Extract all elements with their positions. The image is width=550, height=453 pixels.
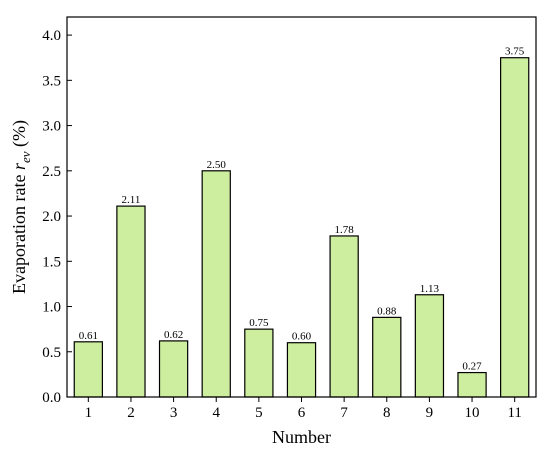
data-label-3: 0.62	[164, 329, 183, 341]
y-tick-label-3.5: 3.5	[42, 73, 61, 89]
bar-8	[372, 316, 402, 398]
data-label-7: 1.78	[335, 224, 355, 236]
y-axis-title-symbol: r	[9, 162, 29, 170]
bar-9	[414, 294, 445, 398]
x-tick-label-11: 11	[507, 405, 521, 421]
x-tick-label-9: 9	[426, 405, 434, 421]
x-tick-label-3: 3	[170, 405, 178, 421]
bar-7	[329, 235, 359, 398]
x-tick-label-2: 2	[127, 405, 135, 421]
bar-10	[457, 371, 487, 398]
bar-4	[201, 170, 231, 398]
y-tick-label-4.0: 4.0	[42, 28, 61, 44]
x-tick-label-6: 6	[298, 405, 306, 421]
x-axis-title: Number	[272, 427, 331, 447]
y-axis-title-subscript: ev	[18, 151, 33, 163]
y-tick-label-1.5: 1.5	[42, 254, 61, 270]
data-label-9: 1.13	[420, 283, 440, 295]
bars-group	[73, 57, 530, 398]
bar-1	[73, 341, 103, 398]
y-tick-label-0.0: 0.0	[42, 390, 61, 406]
y-tick-label-2.5: 2.5	[42, 164, 61, 180]
data-label-2: 2.11	[122, 194, 141, 206]
bar-3	[158, 340, 189, 398]
x-tick-label-7: 7	[340, 405, 348, 421]
x-tick-label-1: 1	[85, 405, 93, 421]
data-label-5: 0.75	[249, 317, 269, 329]
data-label-10: 0.27	[462, 361, 482, 373]
x-tick-label-10: 10	[465, 405, 480, 421]
bar-6	[286, 342, 317, 398]
y-tick-label-1.0: 1.0	[42, 300, 61, 316]
bar-11	[500, 57, 530, 398]
x-axis-ticks: 1 2 3 4 5 6 7 8 9 10 11	[85, 397, 522, 421]
x-tick-label-5: 5	[255, 405, 263, 421]
bar-2	[116, 205, 146, 398]
y-tick-label-0.5: 0.5	[42, 345, 61, 361]
data-label-8: 0.88	[377, 305, 397, 317]
x-tick-label-8: 8	[383, 405, 391, 421]
x-tick-label-4: 4	[212, 405, 220, 421]
y-tick-label-2.0: 2.0	[42, 209, 61, 225]
data-label-1: 0.61	[79, 330, 98, 342]
y-axis-title-main: Evaporation rate	[9, 170, 29, 294]
y-axis-ticks: 0.0 0.5 1.0 1.5 2.0 2.5 3.0 3.5 4.0	[42, 28, 72, 406]
y-axis-title-unit: (%)	[9, 120, 30, 151]
plot-frame	[66, 16, 537, 398]
bar-5	[244, 328, 274, 398]
data-labels-group: 0.61 2.11 0.62 2.50 0.75 0.60 1.78 0.88 1.13 0.27…	[79, 46, 525, 373]
data-label-4: 2.50	[207, 159, 227, 171]
y-axis-title: Evaporation rate rev (%)	[9, 120, 33, 294]
y-tick-label-3.0: 3.0	[42, 119, 61, 135]
data-label-6: 0.60	[292, 331, 312, 343]
data-label-11: 3.75	[505, 46, 525, 58]
